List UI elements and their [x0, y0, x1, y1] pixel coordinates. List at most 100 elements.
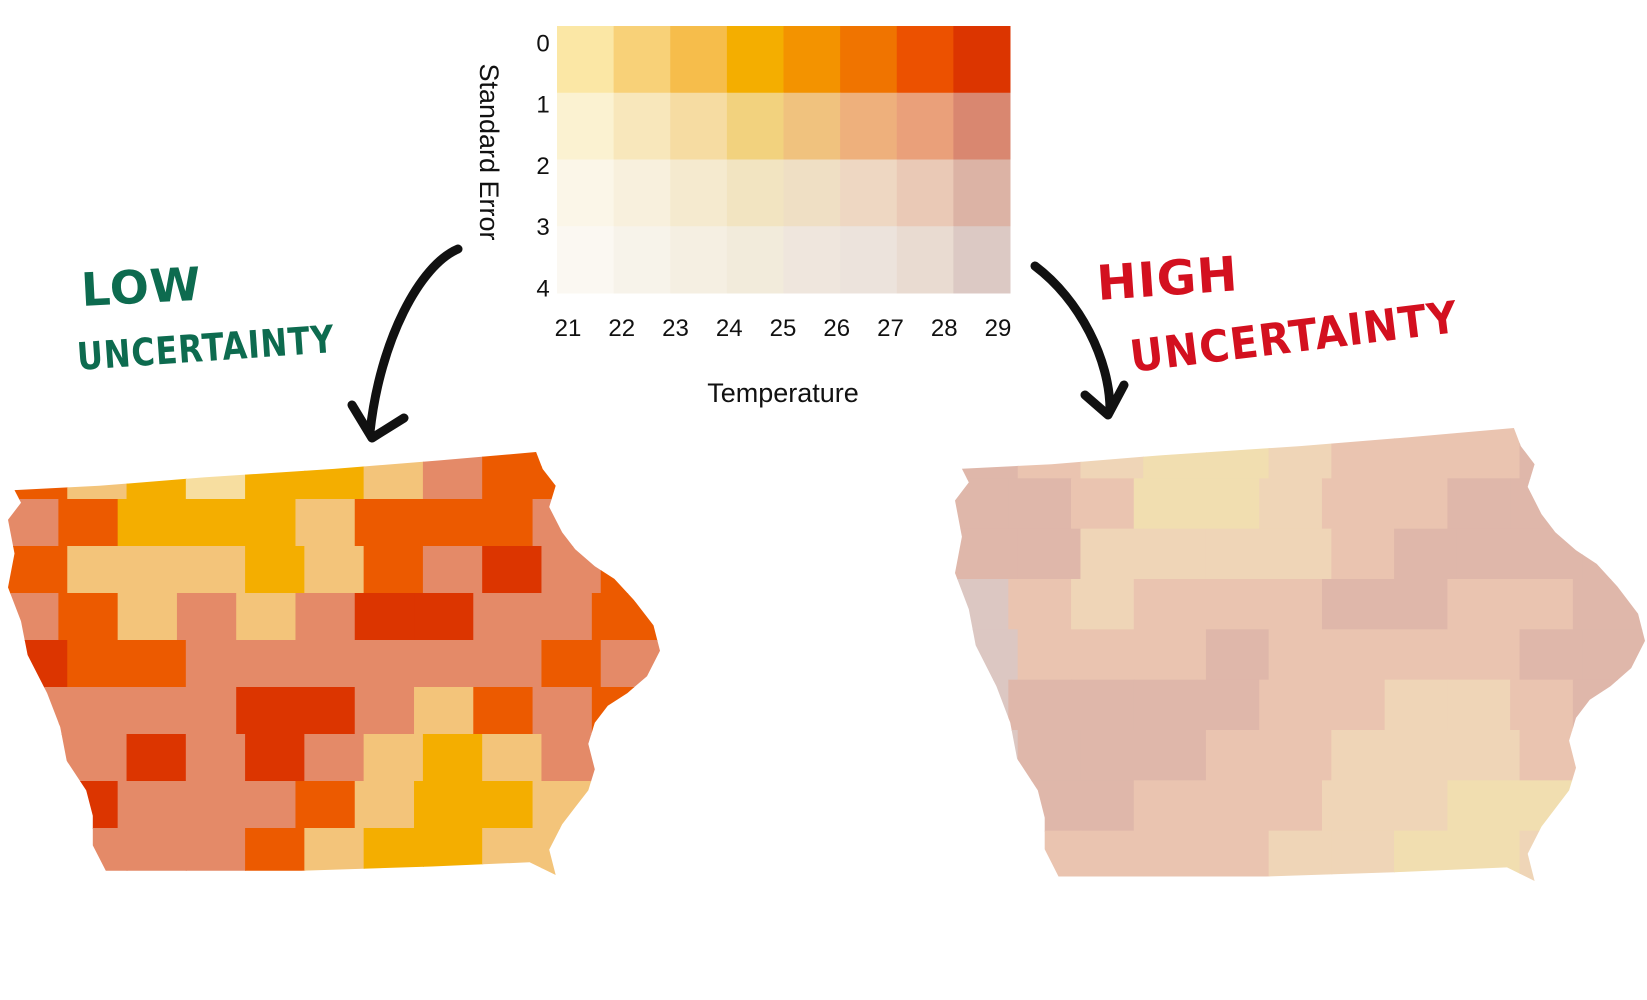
county-cell	[8, 640, 69, 688]
county-cell	[354, 687, 416, 735]
county-cell	[955, 629, 1019, 681]
county-cell	[422, 546, 484, 594]
county-cell	[363, 546, 424, 594]
legend-cell-r0-c7	[953, 26, 1011, 94]
county-cell	[1394, 428, 1458, 480]
bivariate-legend	[557, 26, 1011, 294]
county-cell	[67, 734, 128, 782]
county-cell	[185, 546, 247, 594]
arrow-to-low-map	[347, 244, 463, 443]
county-cell	[1143, 428, 1207, 480]
legend-cell-r2-c4	[783, 159, 841, 227]
county-cell	[1017, 730, 1082, 782]
county-cell	[482, 734, 543, 782]
county-cell	[58, 499, 119, 547]
county-cell	[1456, 629, 1521, 681]
county-cell	[1384, 780, 1449, 832]
county-cell	[600, 640, 660, 688]
county-cell	[126, 640, 187, 688]
county-cell	[363, 828, 424, 875]
legend-cell-r2-c1	[613, 159, 671, 227]
county-cell	[1510, 679, 1574, 731]
county-cell	[126, 452, 187, 500]
county-cell	[1510, 579, 1574, 631]
legend-cell-r0-c5	[840, 26, 898, 94]
county-cell	[1259, 478, 1323, 530]
county-cell	[1321, 780, 1386, 832]
county-cell	[473, 593, 534, 641]
county-cell	[1008, 780, 1073, 832]
county-cell	[185, 828, 247, 875]
county-cell	[591, 781, 660, 829]
county-cell	[422, 452, 484, 500]
legend-cell-r1-c5	[840, 92, 898, 160]
county-cell	[1259, 780, 1323, 832]
county-cell	[541, 546, 602, 594]
county-cell	[295, 781, 356, 829]
county-cell	[1510, 780, 1574, 832]
county-cell	[1572, 579, 1645, 631]
county-cell	[8, 828, 69, 875]
legend-cell-r3-c2	[670, 226, 728, 294]
county-cell	[955, 528, 1019, 580]
county-cell	[8, 687, 60, 735]
county-cell	[414, 593, 475, 641]
county-cell	[955, 780, 1010, 832]
county-cell	[304, 452, 365, 500]
county-cell	[1080, 629, 1145, 681]
county-cell	[1071, 780, 1135, 832]
county-cell	[176, 593, 238, 641]
low-label: LOW	[80, 257, 203, 317]
county-cell	[236, 499, 297, 547]
county-cell	[541, 452, 602, 500]
y-tick-label: 2	[536, 153, 549, 180]
county-cell	[363, 640, 424, 688]
county-cell	[1447, 679, 1512, 731]
county-cell	[8, 499, 60, 547]
county-cell	[245, 546, 306, 594]
county-cell	[482, 452, 543, 500]
county-cell	[1017, 629, 1082, 681]
county-cell	[955, 730, 1019, 782]
county-cell	[532, 499, 593, 547]
county-cell	[185, 452, 247, 500]
county-cell	[1196, 679, 1261, 731]
county-cell	[1268, 629, 1333, 681]
county-cell	[1008, 478, 1073, 530]
county-cell	[422, 828, 484, 875]
county-cell	[1017, 528, 1082, 580]
county-cell	[1196, 579, 1261, 631]
county-cell	[1582, 428, 1645, 480]
county-cell	[1572, 478, 1645, 530]
county-cell	[1519, 730, 1584, 782]
county-cell	[117, 499, 178, 547]
county-cell	[304, 640, 365, 688]
county-cell	[414, 781, 475, 829]
x-tick-labels: 21 22 23 24 25 26 27 28 29	[555, 315, 1012, 342]
county-cell	[1394, 629, 1458, 681]
county-cell	[1080, 730, 1145, 782]
legend-cell-r0-c4	[783, 26, 841, 94]
legend-cell-r1-c4	[783, 92, 841, 160]
county-cell	[1582, 730, 1645, 782]
legend-cell-r1-c6	[896, 92, 954, 160]
legend-cell-r3-c5	[840, 226, 898, 294]
county-cell	[482, 828, 543, 875]
county-cell	[1321, 679, 1386, 731]
county-cell	[532, 781, 593, 829]
county-cell	[591, 499, 660, 547]
county-cell	[955, 478, 1010, 530]
county-cell	[245, 452, 306, 500]
county-cell	[1572, 780, 1645, 832]
x-tick-label: 23	[662, 315, 689, 342]
county-cell	[236, 593, 297, 641]
county-cell	[1384, 679, 1449, 731]
county-cell	[354, 781, 416, 829]
county-cell	[1394, 830, 1458, 881]
county-cell	[1447, 780, 1512, 832]
county-cell	[600, 828, 660, 875]
county-cell	[185, 734, 247, 782]
county-cell	[1456, 730, 1521, 782]
county-cell	[1268, 730, 1333, 782]
county-cell	[1071, 478, 1135, 530]
